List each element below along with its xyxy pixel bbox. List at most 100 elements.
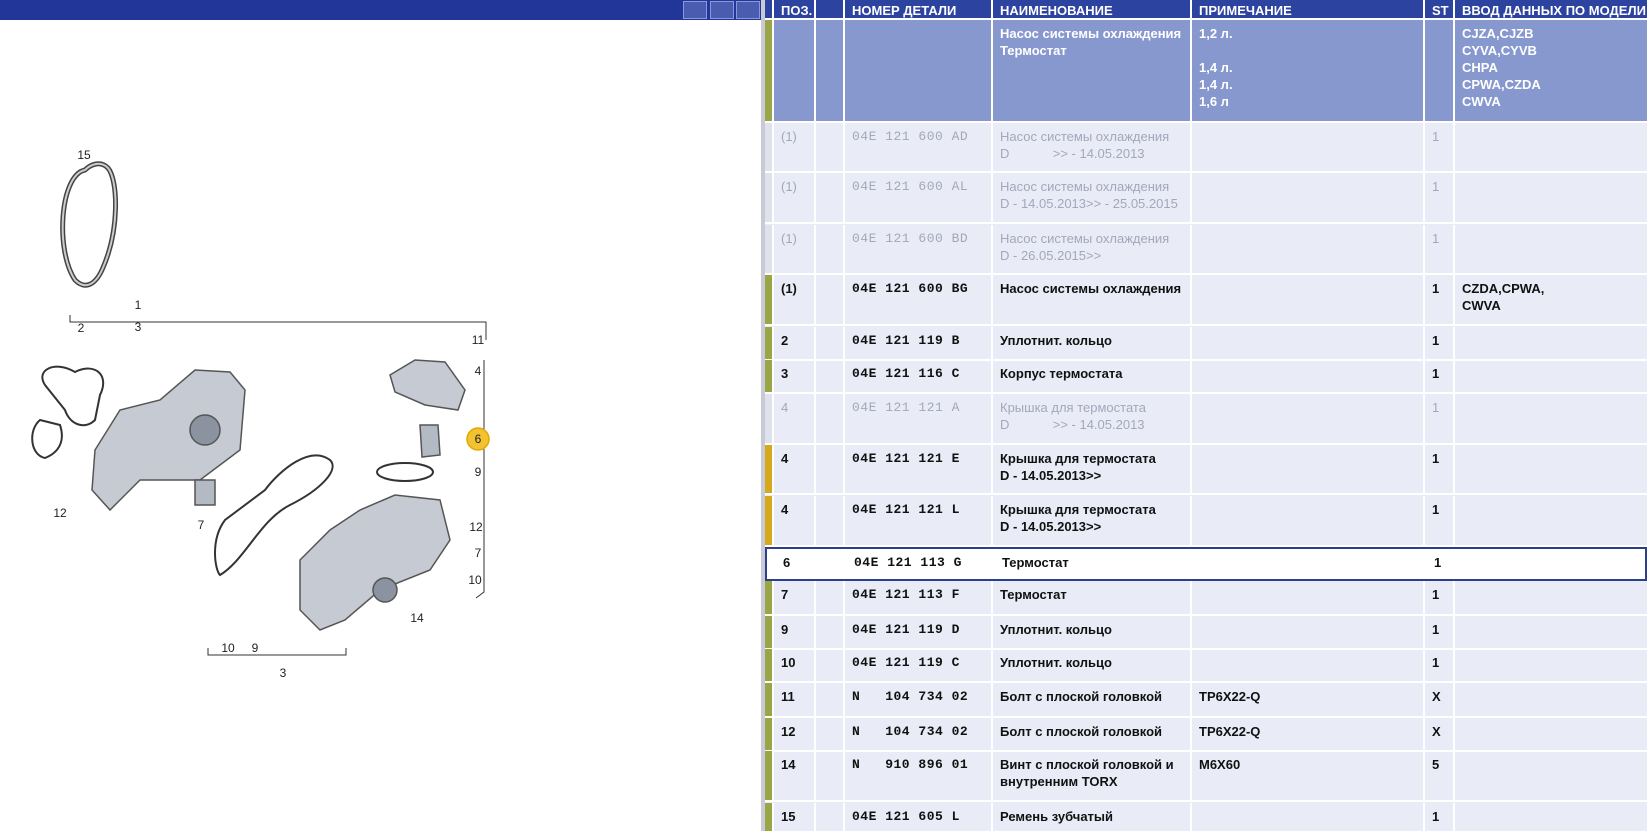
cell-line: D - 14.05.2013>> [1000, 519, 1102, 534]
table-row[interactable]: 9 04E 121 119 D Уплотнит. кольцо 1 [765, 616, 1647, 650]
row-marker [765, 173, 772, 222]
callout-label[interactable]: 12 [469, 520, 483, 534]
table-row[interactable]: 15 04E 121 605 L Ремень зубчатый 1 [765, 803, 1647, 831]
callout-label[interactable]: 10 [468, 573, 482, 587]
cell: 3 [772, 360, 814, 392]
cell: Уплотнит. кольцо [991, 327, 1190, 359]
cell: 04E 121 119 D [843, 616, 991, 648]
row-marker [765, 445, 772, 493]
table-row[interactable]: 14 N 910 896 01 Винт с плоской головкой и в… [765, 751, 1647, 802]
table-row[interactable]: 11 N 104 734 02 Болт с плоской головкой TP6… [765, 683, 1647, 718]
cell-line: внутренним TORX [1000, 774, 1118, 789]
table-row[interactable]: 3 04E 121 116 C Корпус термостата 1 [765, 360, 1647, 394]
cell [816, 549, 845, 579]
callout-label[interactable]: 6 [475, 432, 482, 446]
table-row[interactable]: (1) 04E 121 600 BG Насос системы охлаждени… [765, 275, 1647, 326]
callout-label[interactable]: 4 [475, 364, 482, 378]
parts-table: ПОЗ. НОМЕР ДЕТАЛИ НАИМЕНОВАНИЕ ПРИМЕЧАНИЕ ST… [765, 0, 1647, 831]
cell: Уплотнит. кольцо [991, 616, 1190, 648]
table-row[interactable]: 4 04E 121 121 A Крышка для термостата D >> … [765, 394, 1647, 445]
cell-line: Насос системы охлаждения [1000, 231, 1170, 246]
cell: N 910 896 01 [843, 751, 991, 800]
cell [814, 496, 843, 545]
cell-line: Болт с плоской головкой [1000, 724, 1163, 739]
cell: 04E 121 605 L [843, 803, 991, 831]
cell: 1 [1423, 394, 1453, 443]
cell: НАИМЕНОВАНИЕ [991, 0, 1190, 18]
table-row[interactable]: (1) 04E 121 600 BD Насос системы охлаждени… [765, 225, 1647, 275]
cell: (1) [772, 275, 814, 324]
table-row[interactable]: 4 04E 121 121 E Крышка для термостата D - 1… [765, 445, 1647, 495]
callout-label[interactable]: 2 [78, 321, 85, 335]
callout-label[interactable]: 10 [221, 641, 235, 655]
cell [1453, 360, 1647, 392]
callout-label[interactable]: 9 [252, 641, 259, 655]
splitter[interactable] [761, 0, 765, 831]
callout-label[interactable]: 3 [135, 320, 142, 334]
cell-line: D - 14.05.2013>> [1000, 468, 1102, 483]
cell: 14 [772, 751, 814, 800]
cell: 12 [772, 718, 814, 750]
callout-label[interactable]: 15 [77, 148, 91, 162]
callout-label[interactable]: 1 [135, 298, 142, 312]
tool-button[interactable] [710, 1, 734, 19]
cell-line: Ремень зубчатый [1000, 809, 1114, 824]
table-row[interactable]: 2 04E 121 119 B Уплотнит. кольцо 1 [765, 327, 1647, 361]
cell [814, 275, 843, 324]
table-row[interactable]: (1) 04E 121 600 AD Насос системы охлаждени… [765, 123, 1647, 173]
table-row[interactable]: 6 04E 121 113 G Термостат 1 [765, 547, 1647, 581]
cell [1453, 649, 1647, 681]
cell-line: Корпус термостата [1000, 366, 1123, 381]
cell: Ремень зубчатый [991, 803, 1190, 831]
cell: N 104 734 02 [843, 718, 991, 750]
cell [814, 360, 843, 392]
toolbar [0, 0, 761, 20]
row-marker [765, 123, 772, 171]
cell: 04E 121 600 BD [843, 225, 991, 273]
cell [1453, 394, 1647, 443]
cell-line: D - 26.05.2015>> [1000, 248, 1102, 263]
row-marker [765, 683, 772, 716]
cell [1453, 445, 1647, 493]
cell [814, 0, 843, 18]
cell: Насос системы охлаждения D - 26.05.2015>> [991, 225, 1190, 273]
callout-label[interactable]: 3 [280, 666, 287, 680]
tool-button[interactable] [736, 1, 760, 19]
cell: 1,2 л. 1,4 л. 1,4 л. 1,6 л [1190, 20, 1423, 121]
cell: 04E 121 113 F [843, 581, 991, 614]
cell: 2 [772, 327, 814, 359]
cell [1453, 173, 1647, 222]
callout-label[interactable]: 11 [472, 333, 485, 347]
callout-label[interactable]: 7 [475, 546, 482, 560]
diagram-panel: 15 1 3 2 11 4 6 9 12 7 12 7 10 14 10 9 3 [0, 0, 761, 831]
row-marker [765, 20, 772, 121]
cell: Термостат [991, 581, 1190, 614]
cell-line: CZDA,CPWA, [1462, 281, 1545, 296]
table-row[interactable]: Насос системы охлаждения Термостат 1,2 л. 1… [765, 20, 1647, 123]
cell: Насос системы охлаждения D - 14.05.2013>>… [991, 173, 1190, 222]
cell: M6X60 [1190, 751, 1423, 800]
cell [1190, 123, 1423, 171]
callout-label[interactable]: 9 [475, 465, 482, 479]
table-row[interactable]: 10 04E 121 119 C Уплотнит. кольцо 1 [765, 649, 1647, 683]
cell-line: CPWA,CZDA [1462, 77, 1541, 92]
cell [814, 683, 843, 716]
tool-button[interactable] [683, 1, 707, 19]
table-row[interactable]: 7 04E 121 113 F Термостат 1 [765, 581, 1647, 616]
table-row[interactable]: (1) 04E 121 600 AL Насос системы охлаждени… [765, 173, 1647, 224]
callout-label[interactable]: 7 [198, 518, 205, 532]
table-row[interactable]: 4 04E 121 121 L Крышка для термостата D - 1… [765, 496, 1647, 547]
cell: N 104 734 02 [843, 683, 991, 716]
cell [814, 173, 843, 222]
callout-label[interactable]: 12 [53, 506, 67, 520]
cell: Крышка для термостата D - 14.05.2013>> [991, 445, 1190, 493]
cell: 4 [772, 496, 814, 545]
row-marker [765, 581, 772, 614]
cell: Крышка для термостата D - 14.05.2013>> [991, 496, 1190, 545]
cell-line: CWVA [1462, 94, 1501, 109]
cell-line: Насос системы охлаждения [1000, 281, 1182, 296]
cell [1190, 327, 1423, 359]
cell: 1 [1423, 803, 1453, 831]
table-row[interactable]: 12 N 104 734 02 Болт с плоской головкой TP6… [765, 718, 1647, 752]
callout-label[interactable]: 14 [410, 611, 424, 625]
